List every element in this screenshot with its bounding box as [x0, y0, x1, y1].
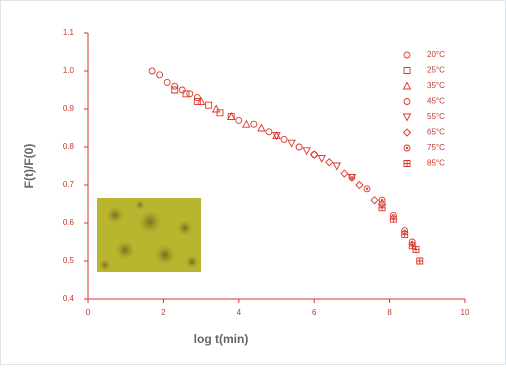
- legend-marker: [402, 81, 412, 90]
- legend-marker: [403, 144, 411, 152]
- x-tick-label: 2: [161, 308, 166, 317]
- point: [196, 96, 206, 105]
- point: [193, 94, 201, 101]
- y-tick-label: 1.1: [63, 28, 75, 37]
- legend-marker: [402, 113, 412, 122]
- point: [363, 185, 371, 193]
- legend-label: 45°C: [427, 97, 445, 106]
- y-tick-label: 0.4: [63, 294, 75, 303]
- point: [332, 162, 342, 171]
- point: [163, 79, 171, 86]
- legend-marker: [403, 67, 411, 74]
- point: [317, 154, 326, 163]
- point: [401, 230, 409, 238]
- point: [370, 196, 379, 205]
- point: [227, 112, 236, 121]
- y-axis-title: F(t)/F(0): [22, 144, 36, 189]
- point: [257, 123, 266, 132]
- y-tick-label: 0.6: [63, 218, 75, 227]
- point: [171, 82, 179, 90]
- point: [310, 150, 319, 159]
- point: [340, 169, 349, 178]
- point: [156, 71, 164, 79]
- legend-label: 20°C: [427, 50, 445, 59]
- legend-marker: [402, 128, 412, 137]
- legend-label: 35°C: [427, 81, 445, 90]
- legend-marker: [403, 160, 411, 167]
- point: [205, 101, 213, 109]
- point: [186, 90, 194, 98]
- point: [280, 136, 288, 143]
- point: [242, 119, 251, 128]
- point: [178, 86, 186, 94]
- x-tick-label: 10: [461, 308, 470, 317]
- legend-label: 65°C: [427, 128, 445, 137]
- point: [250, 120, 258, 128]
- y-tick-label: 1.0: [63, 66, 75, 75]
- legend-marker: [403, 51, 411, 59]
- point: [325, 158, 334, 167]
- point: [265, 128, 273, 136]
- inset-photo: [97, 198, 201, 272]
- x-tick-label: 8: [387, 308, 392, 317]
- point: [216, 109, 224, 117]
- x-tick-label: 0: [86, 308, 91, 317]
- point: [378, 204, 386, 212]
- x-axis-title: log t(min): [194, 332, 249, 346]
- x-tick-label: 4: [237, 308, 242, 317]
- point: [416, 257, 424, 265]
- point: [148, 67, 156, 75]
- x-tick-label: 6: [312, 308, 317, 317]
- legend-label: 25°C: [427, 66, 445, 75]
- point: [355, 180, 364, 190]
- point: [295, 143, 303, 151]
- point: [389, 215, 397, 223]
- legend-label: 75°C: [427, 143, 445, 152]
- point: [211, 104, 221, 113]
- point: [235, 117, 243, 124]
- point: [182, 90, 190, 98]
- point: [302, 147, 311, 156]
- y-tick-label: 0.5: [63, 256, 75, 265]
- y-tick-label: 0.8: [63, 142, 75, 151]
- point: [378, 196, 386, 204]
- point: [171, 86, 179, 94]
- point: [287, 139, 296, 148]
- point: [272, 132, 281, 141]
- y-tick-label: 0.9: [63, 104, 75, 113]
- y-tick-label: 0.7: [63, 180, 75, 189]
- legend-label: 85°C: [427, 159, 445, 168]
- point: [408, 242, 416, 250]
- point: [348, 174, 356, 181]
- legend-marker: [403, 98, 411, 105]
- point: [412, 246, 420, 254]
- legend-label: 55°C: [427, 112, 445, 121]
